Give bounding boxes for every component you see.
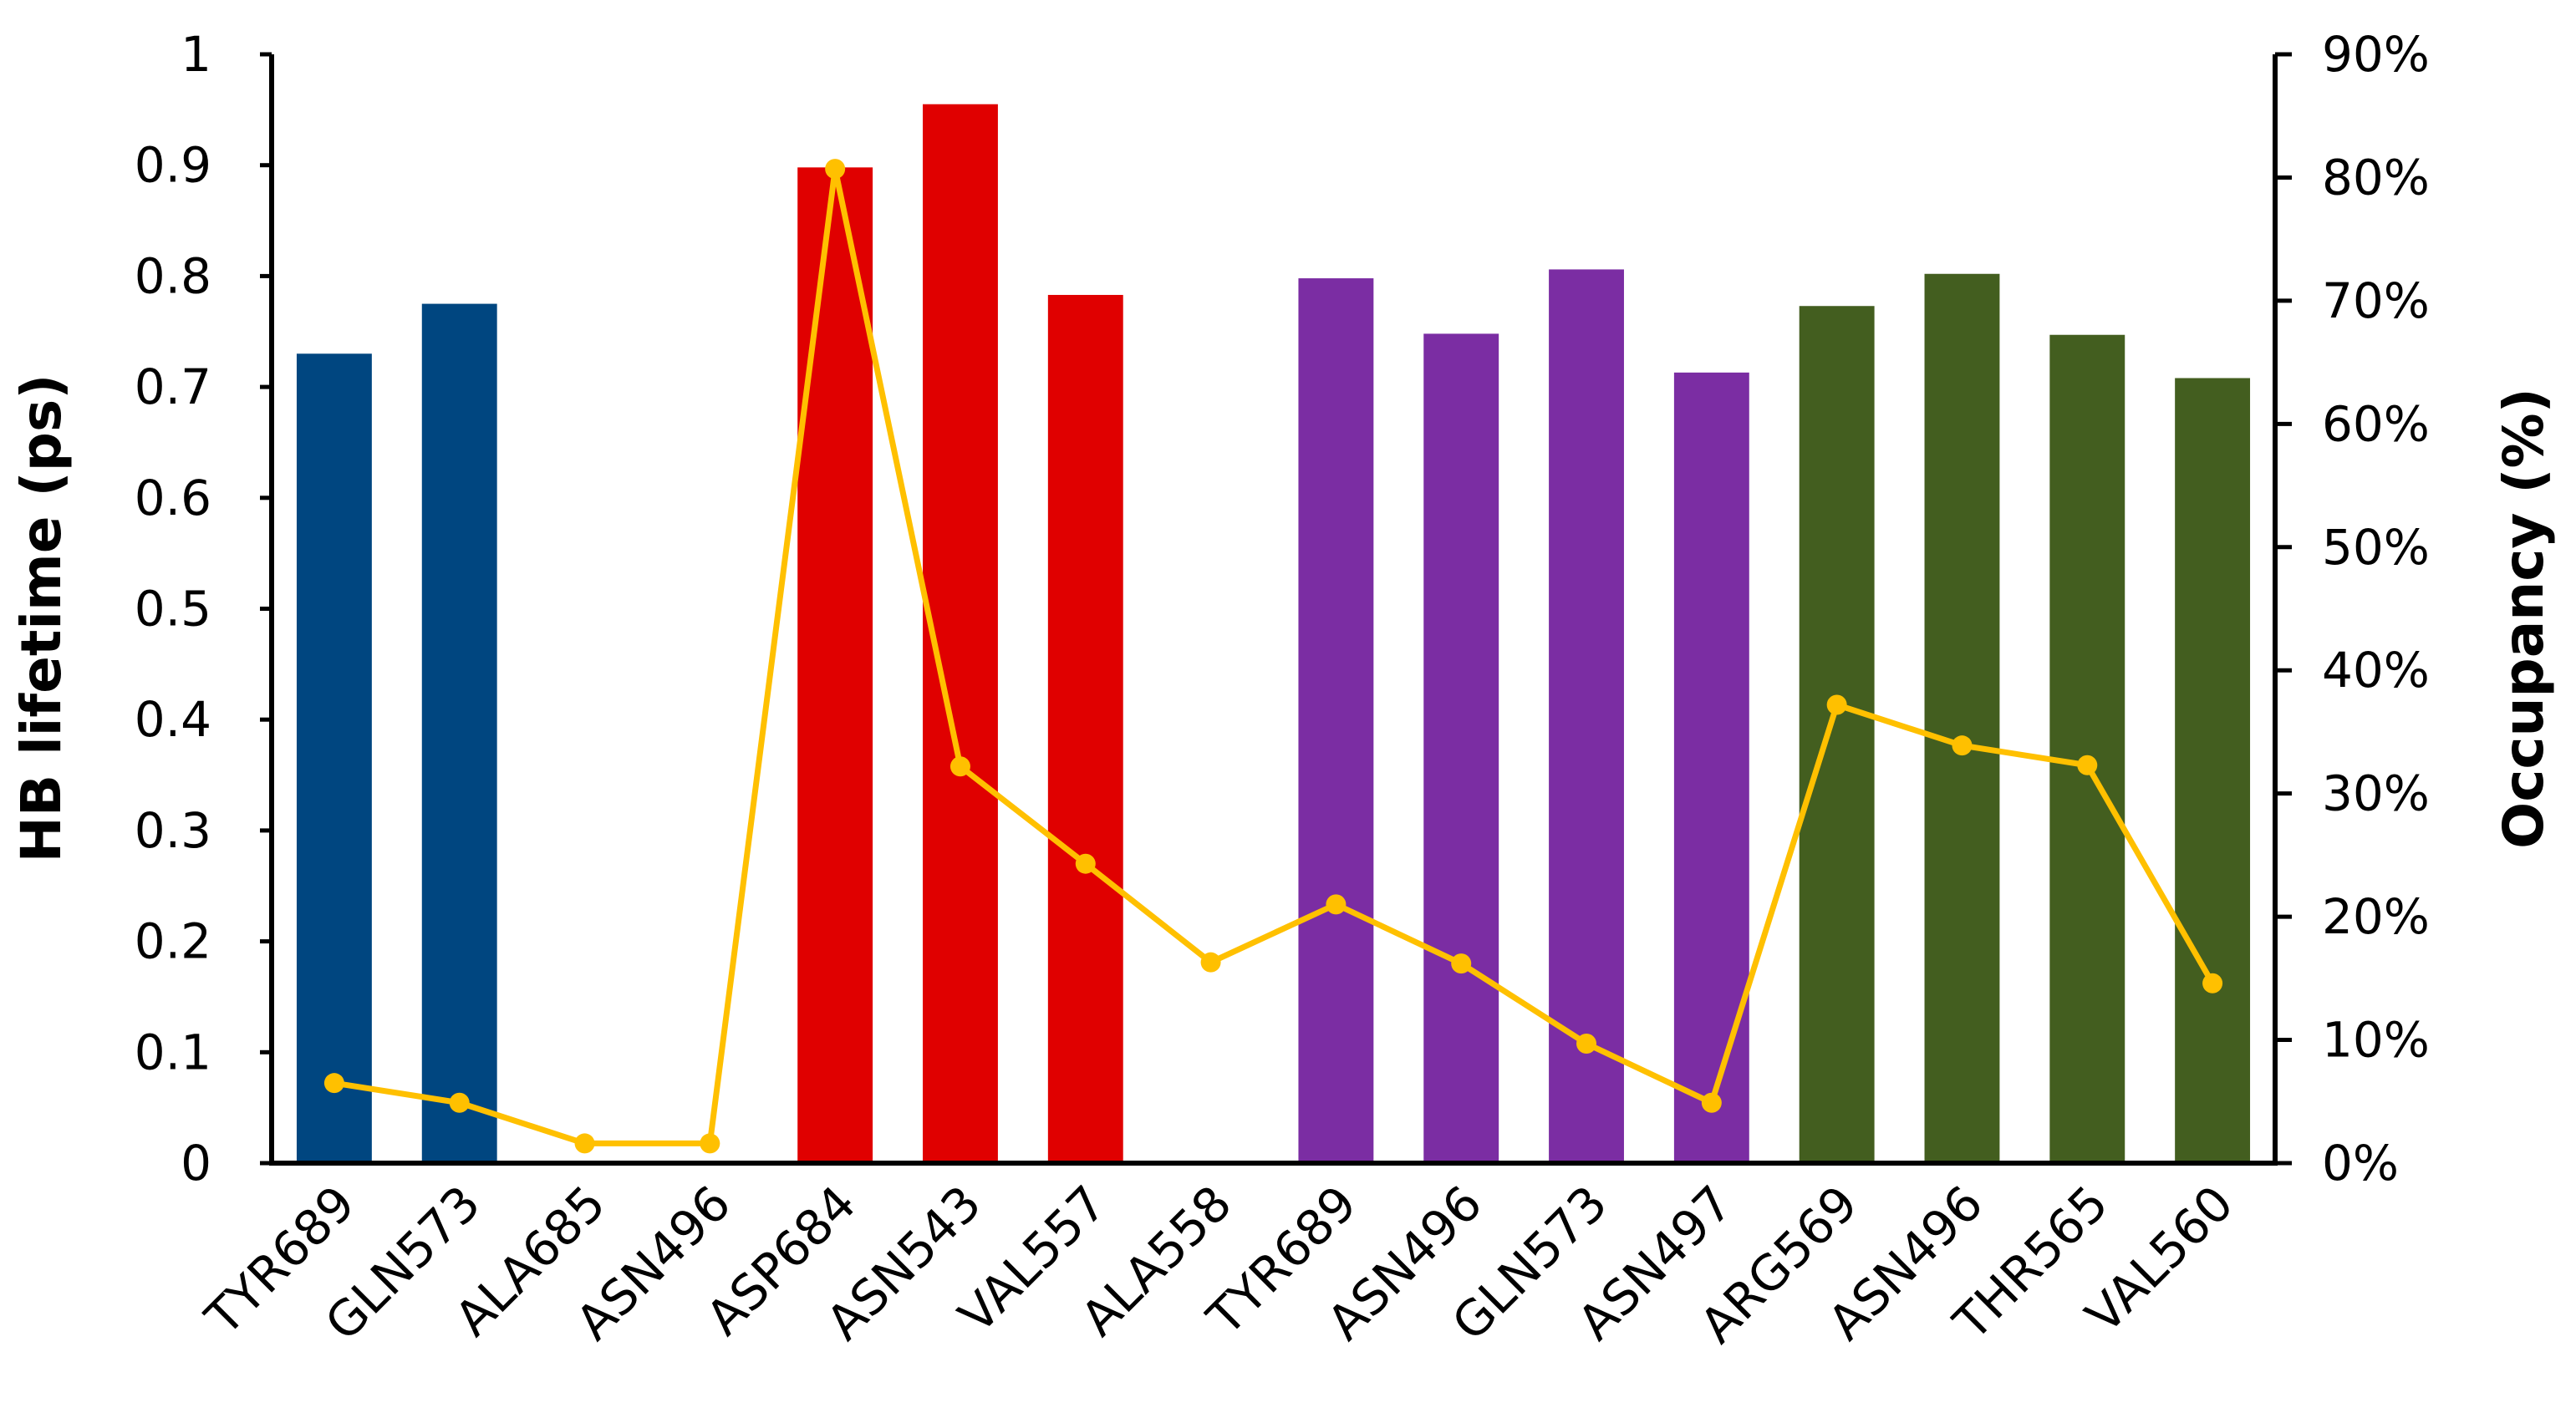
bar-thr565 — [2049, 334, 2125, 1164]
occupancy-point-thr565 — [2077, 755, 2098, 775]
occupancy-point-tyr689 — [1326, 894, 1347, 915]
bar-tyr689 — [1298, 278, 1374, 1164]
y2-tick-label: 90% — [2322, 26, 2430, 83]
bar-asn496 — [1423, 333, 1499, 1163]
occupancy-point-asn543 — [949, 756, 970, 777]
bar-asn496 — [1924, 273, 2000, 1164]
occupancy-point-asn497 — [1701, 1092, 1722, 1113]
occupancy-point-asn496 — [700, 1133, 720, 1154]
y-tick-label: 1 — [181, 26, 211, 83]
bar-gln573 — [1549, 269, 1624, 1163]
y-tick-label: 0.4 — [135, 691, 211, 748]
y2-tick-label: 10% — [2322, 1012, 2430, 1069]
occupancy-line — [333, 165, 2216, 1146]
y-tick-label: 0.3 — [135, 802, 211, 859]
bar-gln573 — [421, 303, 497, 1164]
y-tick-label: 0.5 — [135, 581, 211, 638]
occupancy-point-gln573 — [1576, 1033, 1597, 1054]
y2-tick-label: 30% — [2322, 765, 2430, 822]
bar-val560 — [2175, 378, 2251, 1163]
occupancy-point-asn496 — [1451, 953, 1472, 974]
bar-asn497 — [1673, 372, 1749, 1163]
y-tick-label: 0 — [181, 1135, 211, 1192]
bar-asp684 — [797, 167, 873, 1163]
occupancy-line-layer — [323, 159, 2223, 1154]
occupancy-point-asn496 — [1952, 735, 1973, 756]
y2-tick-label: 60% — [2322, 395, 2430, 452]
y2-axis-title: Occupancy (%) — [2492, 388, 2556, 849]
bars-layer — [296, 104, 2251, 1164]
y-tick-label: 0.2 — [135, 913, 211, 970]
y-axis-title: HB lifetime (ps) — [9, 374, 74, 863]
y2-tick-label: 70% — [2322, 272, 2430, 329]
y-tick-label: 0.7 — [135, 358, 211, 415]
y-tick-label: 0.8 — [135, 247, 211, 304]
occupancy-point-val560 — [2202, 973, 2223, 994]
occupancy-point-tyr689 — [323, 1073, 344, 1094]
y-tick-label: 0.6 — [135, 470, 211, 526]
occupancy-point-ala685 — [574, 1133, 595, 1154]
y2-tick-label: 80% — [2322, 149, 2430, 206]
occupancy-point-gln573 — [449, 1092, 470, 1113]
y-tick-label: 0.9 — [135, 137, 211, 194]
occupancy-point-asp684 — [825, 159, 846, 180]
y2-tick-label: 50% — [2322, 519, 2430, 576]
occupancy-point-arg569 — [1826, 694, 1847, 715]
y-tick-label: 0.1 — [135, 1024, 211, 1080]
y2-tick-label: 20% — [2322, 888, 2430, 945]
y2-tick-label: 0% — [2322, 1135, 2399, 1192]
bar-arg569 — [1799, 306, 1875, 1163]
bar-val557 — [1047, 294, 1123, 1164]
occupancy-point-ala558 — [1200, 952, 1221, 973]
bar-tyr689 — [296, 353, 372, 1163]
y2-tick-label: 40% — [2322, 642, 2430, 699]
occupancy-point-val557 — [1075, 853, 1096, 874]
